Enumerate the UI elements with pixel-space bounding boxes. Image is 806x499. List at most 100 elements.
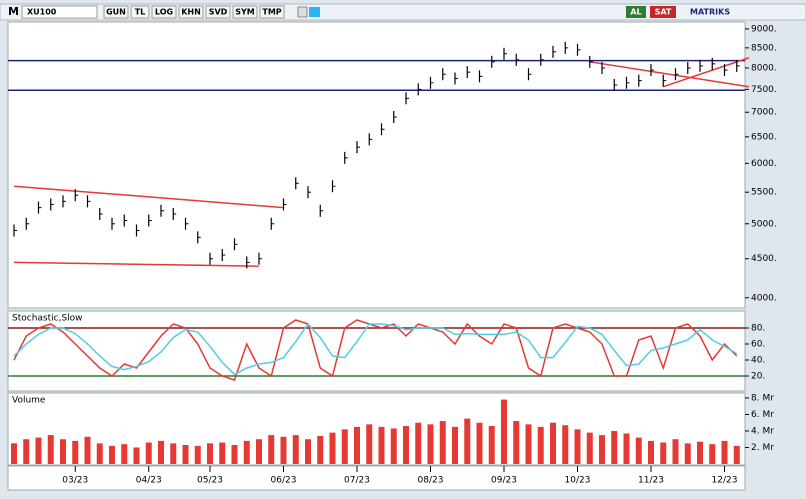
price-bar [442, 68, 446, 81]
twitter-button[interactable] [309, 7, 320, 17]
toolbar-button[interactable] [178, 5, 204, 19]
y-tick-label: 8. Mr [751, 393, 774, 403]
toolbar-button[interactable] [103, 5, 129, 19]
price-bar [393, 111, 397, 124]
volume-bar [464, 418, 471, 464]
symbol-box[interactable] [21, 5, 98, 19]
volume-bar [243, 440, 250, 464]
volume-bar [684, 443, 691, 464]
price-bar [478, 70, 483, 83]
buy-label[interactable]: AL [630, 8, 641, 17]
price-bar [184, 217, 189, 230]
volume-bar [170, 443, 177, 464]
price-bar [552, 45, 556, 58]
price-bar [405, 92, 409, 105]
volume-bar [145, 442, 152, 464]
volume-bar [476, 422, 483, 464]
volume-bar [599, 435, 605, 464]
price-bar [197, 231, 201, 244]
price-bar [380, 123, 385, 136]
price-bar [160, 204, 164, 217]
y-tick-label: 8000. [751, 63, 777, 73]
y-tick-label: 2. Mr [751, 443, 774, 453]
toolbar-button-label[interactable]: TMP [262, 8, 281, 17]
trend-line [13, 261, 260, 267]
sell-label[interactable]: SAT [655, 8, 672, 17]
volume-bar [390, 428, 397, 464]
toolbar-button[interactable] [232, 5, 258, 19]
y-tick-label: 5000. [751, 219, 777, 229]
price-bar [527, 68, 532, 81]
toolbar-button-label[interactable]: KHN [181, 8, 201, 17]
price-bar [723, 64, 728, 77]
toolbar-button-label[interactable]: SYM [235, 8, 255, 17]
volume-bar [268, 435, 275, 464]
x-tick-label: 12/23 [712, 476, 738, 486]
y-tick-label: 6. Mr [751, 410, 774, 420]
toolbar-button[interactable] [130, 5, 150, 19]
toolbar-button-label[interactable]: LOG [155, 8, 173, 17]
sell-button[interactable] [650, 6, 676, 18]
volume-bar [648, 440, 654, 464]
volume-bar [280, 436, 287, 464]
price-bar [674, 68, 679, 81]
trend-line [13, 185, 284, 209]
price-bar [307, 186, 311, 199]
volume-bar [354, 426, 360, 464]
price-bar [209, 252, 213, 265]
toolbar-button-label[interactable]: SVD [209, 8, 228, 17]
date-axis [7, 465, 746, 491]
price-bar [270, 217, 275, 230]
x-tick-label: 03/23 [62, 476, 88, 486]
volume-bar [96, 443, 103, 464]
y-tick-label: 4500. [751, 254, 777, 264]
volume-bar [292, 435, 299, 464]
volume-bar [635, 437, 642, 464]
toolbar-button-label[interactable]: TL [135, 8, 146, 17]
price-bar [417, 83, 422, 96]
price-bar [74, 189, 79, 202]
volume-bar [207, 443, 213, 464]
volume-bar [733, 445, 740, 464]
volume-bar [537, 426, 544, 464]
volume-bar [721, 440, 728, 464]
price-bar [111, 217, 115, 230]
trend-line [663, 57, 750, 88]
price-bar [515, 53, 520, 66]
volume-bar [182, 445, 189, 464]
volume-bar [317, 435, 324, 464]
volume-bar [586, 432, 593, 464]
volume-bar [109, 445, 115, 464]
price-bar [711, 57, 716, 70]
price-bar [331, 180, 336, 193]
volume-bar [60, 439, 66, 464]
brand: MATRIKS [690, 8, 730, 17]
toolbar-button[interactable] [205, 5, 231, 19]
x-tick-label: 06/23 [271, 476, 297, 486]
price-bar [650, 64, 654, 77]
volume-bar [35, 437, 42, 464]
volume-bar [329, 432, 336, 464]
price-bar [454, 72, 458, 85]
price-bar [368, 133, 373, 146]
x-tick-label: 10/23 [565, 476, 591, 486]
volume-bar [562, 425, 569, 464]
volume-bar [427, 424, 434, 464]
price-bar [540, 53, 544, 66]
y-tick-label: 40. [751, 356, 765, 366]
symbol[interactable]: XU100 [27, 8, 57, 17]
price-bar [356, 141, 360, 154]
toolbar-button[interactable] [151, 5, 177, 19]
volume-bar [121, 444, 128, 464]
volume-bar [550, 422, 556, 464]
dropdown[interactable] [297, 6, 308, 18]
x-tick-label: 04/23 [136, 476, 162, 486]
toolbar-button[interactable] [259, 5, 285, 19]
toolbar-button-label[interactable]: GUN [106, 8, 126, 17]
price-bar [466, 66, 471, 79]
price-bar [503, 47, 507, 60]
buy-button[interactable] [626, 6, 646, 18]
y-tick-label: 4. Mr [751, 426, 774, 436]
menu[interactable]: M [8, 5, 19, 18]
